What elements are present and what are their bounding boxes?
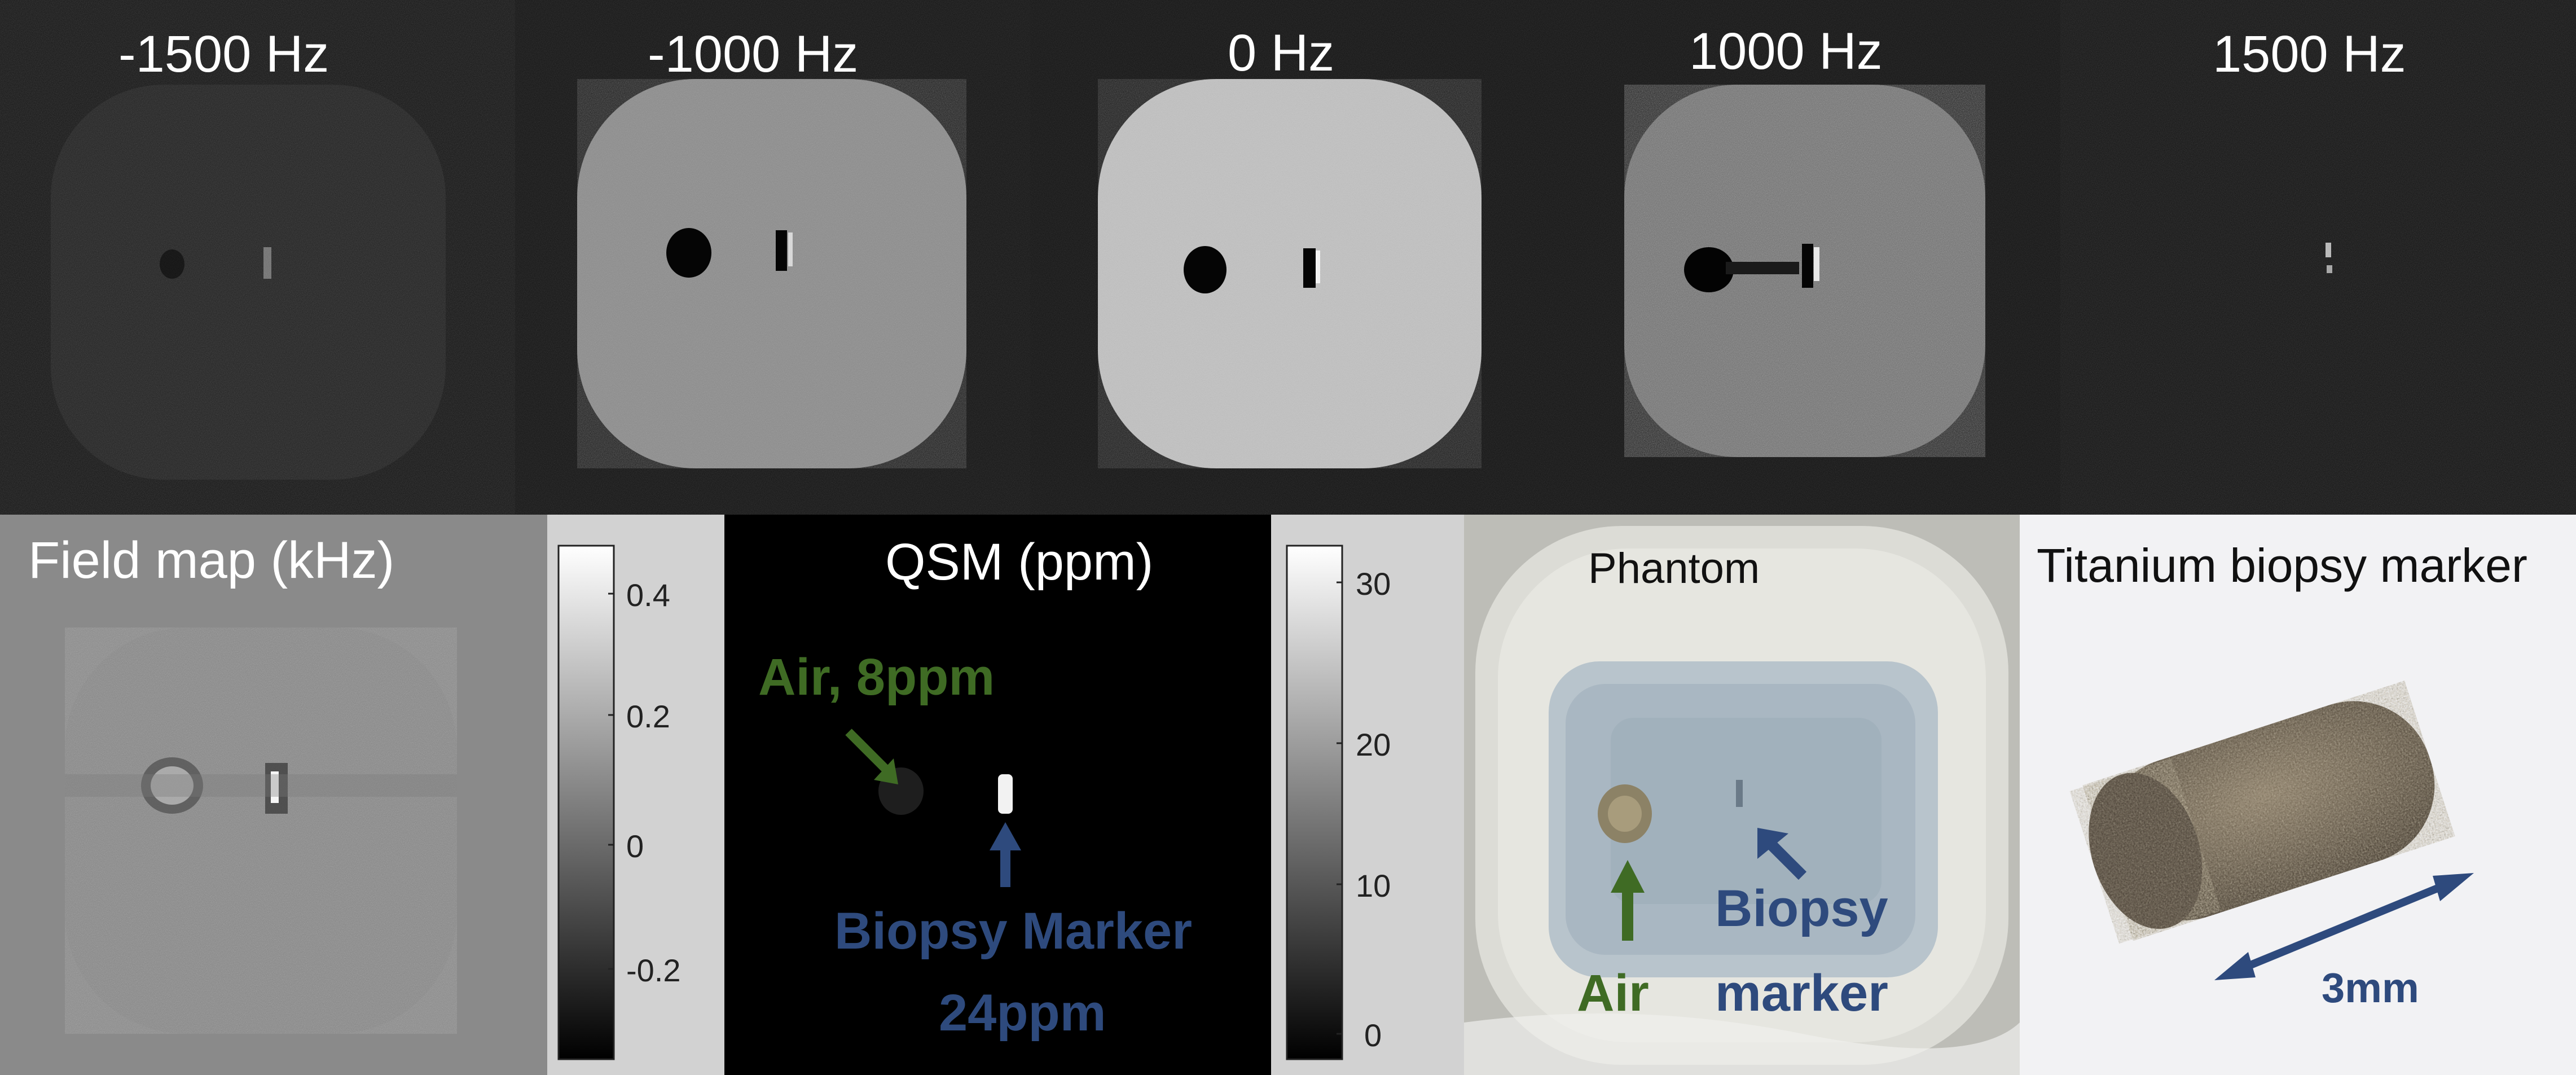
mri-image-1000 (1545, 0, 2060, 515)
mri-panel-0: 0 Hz (1030, 0, 1545, 515)
qsm-tick-2: 10 (1356, 868, 1391, 903)
qsm-colorbar-panel: 30 20 10 0 (1271, 515, 1464, 1075)
field-map-image (0, 515, 547, 1075)
label-neg1000: -1000 Hz (648, 25, 859, 83)
field-map-tick-1: 0.2 (626, 699, 670, 734)
field-map-tick-0: 0.4 (626, 577, 670, 613)
qsm-tick-0: 30 (1356, 566, 1391, 602)
mri-panel-neg1500: -1500 Hz (0, 0, 515, 515)
qsm-air-label: Air, 8ppm (758, 648, 995, 706)
phantom-air-label: Air (1577, 964, 1649, 1022)
phantom-panel: Phantom Air Biopsy marker (1464, 515, 2020, 1075)
label-1000: 1000 Hz (1689, 23, 1883, 80)
field-map-panel: Field map (kHz) (0, 515, 547, 1075)
titanium-marker-photo (2020, 515, 2576, 1075)
mri-image-0 (1030, 0, 1545, 515)
mri-panel-1000: 1000 Hz (1545, 0, 2060, 515)
label-1500: 1500 Hz (2213, 25, 2406, 83)
phantom-marker-label-line2: marker (1715, 964, 1888, 1022)
mri-panel-neg1000: -1000 Hz (515, 0, 1030, 515)
mri-image-neg1500 (0, 0, 515, 515)
label-0: 0 Hz (1228, 24, 1335, 82)
field-map-colorbar-panel: 0.4 0.2 0 -0.2 (547, 515, 724, 1075)
qsm-marker-label-line2: 24ppm (939, 984, 1106, 1042)
qsm-image (724, 515, 1271, 1075)
label-neg1500: -1500 Hz (118, 25, 329, 83)
qsm-colorbar (1286, 545, 1343, 1060)
field-map-tick-2: 0 (626, 828, 644, 864)
mri-panel-1500: 1500 Hz (2060, 0, 2576, 515)
mri-image-1500 (2060, 0, 2576, 515)
phantom-photo (1464, 515, 2020, 1075)
qsm-title: QSM (ppm) (885, 533, 1154, 591)
qsm-marker-label-line1: Biopsy Marker (834, 902, 1193, 960)
qsm-tick-1: 20 (1356, 727, 1391, 762)
qsm-panel: QSM (ppm) Air, 8ppm Biopsy Marker 24ppm (724, 515, 1271, 1075)
qsm-tick-3: 0 (1364, 1017, 1382, 1053)
titanium-title: Titanium biopsy marker (2037, 539, 2527, 592)
titanium-scale-label: 3mm (2322, 964, 2419, 1011)
field-map-title: Field map (kHz) (28, 532, 395, 589)
field-map-tick-3: -0.2 (626, 953, 681, 988)
phantom-marker-label-line1: Biopsy (1715, 880, 1888, 937)
mri-image-neg1000 (515, 0, 1030, 515)
phantom-title: Phantom (1588, 545, 1760, 593)
field-map-colorbar (557, 545, 615, 1060)
titanium-panel: Titanium biopsy marker 3mm (2020, 515, 2576, 1075)
